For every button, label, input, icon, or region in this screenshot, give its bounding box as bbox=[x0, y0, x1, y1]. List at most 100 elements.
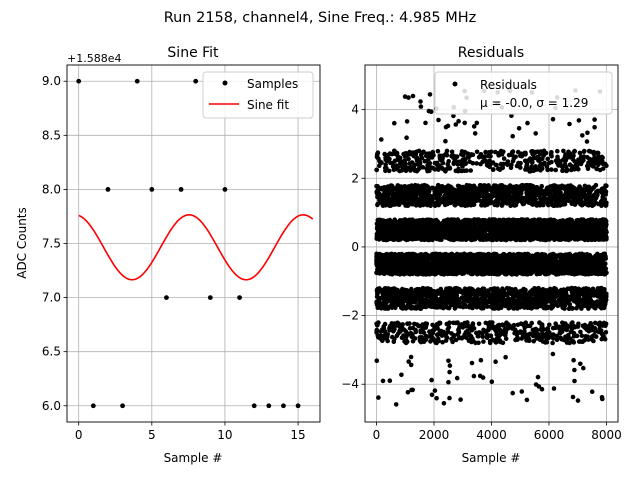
residual-point bbox=[585, 130, 590, 136]
residual-point bbox=[480, 154, 486, 160]
legend-samples-label: Samples bbox=[247, 77, 298, 91]
sine-fit-title: Sine Fit bbox=[167, 45, 219, 61]
residual-point bbox=[399, 372, 404, 378]
figure-suptitle: Run 2158, channel4, Sine Freq.: 4.985 MH… bbox=[164, 10, 477, 26]
residual-point bbox=[429, 392, 435, 398]
residual-point bbox=[509, 149, 515, 155]
sine-fit-ytick-label: 8.5 bbox=[42, 128, 61, 142]
sample-point bbox=[76, 78, 82, 84]
residual-point bbox=[436, 117, 441, 123]
residual-point bbox=[592, 117, 597, 122]
residual-point bbox=[581, 149, 587, 154]
residual-point bbox=[446, 358, 451, 364]
residual-point bbox=[572, 378, 577, 384]
sample-point bbox=[237, 295, 242, 300]
sine-fit-offset-text: +1.588e4 bbox=[67, 52, 121, 65]
residual-point bbox=[443, 138, 448, 144]
residual-point bbox=[480, 375, 486, 380]
sample-point bbox=[295, 403, 301, 409]
sine-fit-panel: Sine Fit +1.588e4 0 5 10 156.06.57.07.58.08… bbox=[15, 45, 321, 465]
sample-point bbox=[251, 403, 257, 409]
residual-point bbox=[423, 120, 428, 126]
residual-point bbox=[375, 150, 381, 155]
residual-point bbox=[427, 92, 433, 97]
residual-point bbox=[422, 158, 428, 164]
residual-point bbox=[588, 160, 594, 165]
residual-point bbox=[471, 373, 477, 379]
residual-point bbox=[600, 332, 605, 337]
residual-point bbox=[449, 149, 455, 155]
sine-fit-ytick-label: 7.0 bbox=[42, 291, 61, 305]
residual-point bbox=[379, 137, 384, 142]
residual-point bbox=[501, 156, 507, 161]
sample-point bbox=[193, 78, 199, 84]
sine-fit-ytick-label: 8.0 bbox=[42, 182, 61, 196]
residual-point bbox=[472, 131, 478, 136]
residual-point bbox=[589, 389, 595, 395]
residual-point bbox=[427, 161, 432, 167]
sample-point bbox=[105, 187, 111, 192]
residual-point bbox=[574, 305, 579, 311]
residual-point bbox=[567, 121, 572, 127]
sample-point bbox=[266, 403, 272, 409]
sine-fit-xtick-label: 10 bbox=[217, 428, 232, 442]
residual-point bbox=[509, 113, 514, 118]
residual-point bbox=[453, 337, 459, 343]
residual-point bbox=[481, 339, 486, 344]
residual-point bbox=[474, 161, 480, 166]
residual-point bbox=[599, 395, 605, 400]
sample-point bbox=[134, 78, 140, 84]
residual-point bbox=[453, 122, 459, 127]
residual-point bbox=[478, 357, 484, 363]
residual-point bbox=[493, 359, 498, 365]
residual-point bbox=[408, 362, 414, 368]
residual-point bbox=[547, 322, 552, 328]
residual-point bbox=[488, 333, 494, 339]
residual-point bbox=[584, 139, 590, 144]
residual-point bbox=[462, 149, 468, 155]
residual-point bbox=[474, 120, 480, 126]
residual-point bbox=[444, 148, 450, 154]
sample-point bbox=[281, 403, 286, 409]
residual-point bbox=[408, 354, 414, 360]
residual-point bbox=[561, 326, 566, 332]
residual-point bbox=[470, 160, 476, 166]
residual-point bbox=[456, 118, 461, 124]
sine-fit-ytick-label: 9.0 bbox=[42, 74, 61, 88]
residual-point bbox=[576, 118, 582, 123]
residual-point bbox=[385, 338, 391, 344]
residual-point bbox=[489, 379, 495, 385]
residual-point bbox=[566, 149, 571, 155]
residual-point bbox=[550, 351, 556, 357]
sine-fit-legend: Samples Sine fit bbox=[202, 71, 314, 119]
residual-point bbox=[417, 337, 423, 343]
residual-point bbox=[561, 148, 566, 154]
residual-point bbox=[533, 131, 538, 136]
residual-point bbox=[446, 379, 451, 385]
residual-point bbox=[602, 336, 608, 342]
residual-point bbox=[495, 166, 501, 171]
legend-samples-marker bbox=[222, 80, 228, 86]
sample-point bbox=[222, 187, 228, 192]
residual-point bbox=[435, 148, 441, 154]
sample-point bbox=[90, 403, 96, 409]
residual-point bbox=[575, 398, 581, 403]
sample-point bbox=[178, 187, 184, 192]
residual-point bbox=[474, 149, 480, 155]
residual-point bbox=[558, 335, 563, 341]
residual-point bbox=[392, 120, 397, 126]
sine-fit-xlabel: Sample # bbox=[164, 451, 223, 465]
residual-point bbox=[374, 154, 380, 160]
residual-point bbox=[455, 168, 461, 174]
residual-point bbox=[405, 390, 411, 395]
residual-point bbox=[380, 378, 386, 384]
residual-point bbox=[549, 154, 554, 159]
residual-point bbox=[570, 394, 576, 400]
residual-point bbox=[386, 168, 392, 174]
residual-point bbox=[459, 168, 464, 174]
residual-point bbox=[592, 125, 597, 130]
sample-point bbox=[149, 187, 155, 192]
residual-point bbox=[510, 326, 515, 331]
